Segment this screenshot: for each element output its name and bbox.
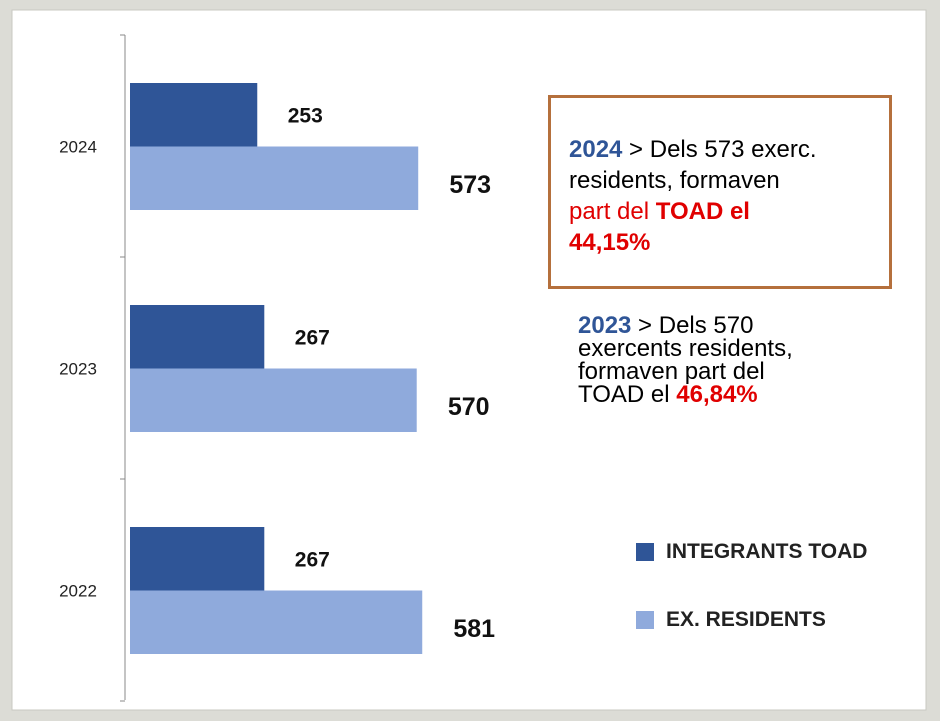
annotation-text: exercents residents, — [578, 335, 793, 362]
annotation-text: 2023 — [578, 312, 632, 339]
data-label: 570 — [448, 393, 490, 421]
bar — [130, 305, 265, 369]
annotation-text: TOAD el — [655, 198, 750, 225]
annotation-text: residents, formaven — [569, 167, 780, 194]
annotation-text: > Dels 570 — [631, 312, 754, 339]
bar — [130, 146, 419, 210]
data-label: 267 — [295, 326, 330, 349]
annotation-box: 2024 > Dels 573 exerc. residents, formav… — [548, 95, 892, 289]
annotation-text: part del — [569, 198, 656, 225]
data-label: 581 — [453, 615, 495, 643]
data-label: 573 — [449, 171, 491, 199]
y-tick-label: 2023 — [59, 359, 97, 378]
bar — [130, 590, 423, 654]
bar — [130, 527, 265, 591]
y-tick-label: 2022 — [59, 581, 97, 600]
annotation: 2023 > Dels 570 exercents residents, for… — [578, 312, 793, 408]
legend-label: EX. RESIDENTS — [666, 608, 826, 631]
bar — [130, 368, 417, 432]
annotation-text: TOAD el — [578, 381, 677, 408]
legend-swatch — [636, 543, 654, 561]
data-label: 267 — [295, 548, 330, 571]
annotation-text: 46,84% — [676, 381, 758, 408]
bar — [130, 83, 258, 147]
data-label: 253 — [288, 104, 323, 127]
legend-label: INTEGRANTS TOAD — [666, 540, 868, 563]
annotation-text: 44,15% — [569, 229, 651, 256]
legend-swatch — [636, 611, 654, 629]
annotation-text: 2024 — [569, 136, 623, 163]
y-tick-label: 2024 — [59, 137, 97, 156]
annotation-text: formaven part del — [578, 358, 765, 385]
annotation-text: > Dels 573 exerc. — [622, 136, 817, 163]
